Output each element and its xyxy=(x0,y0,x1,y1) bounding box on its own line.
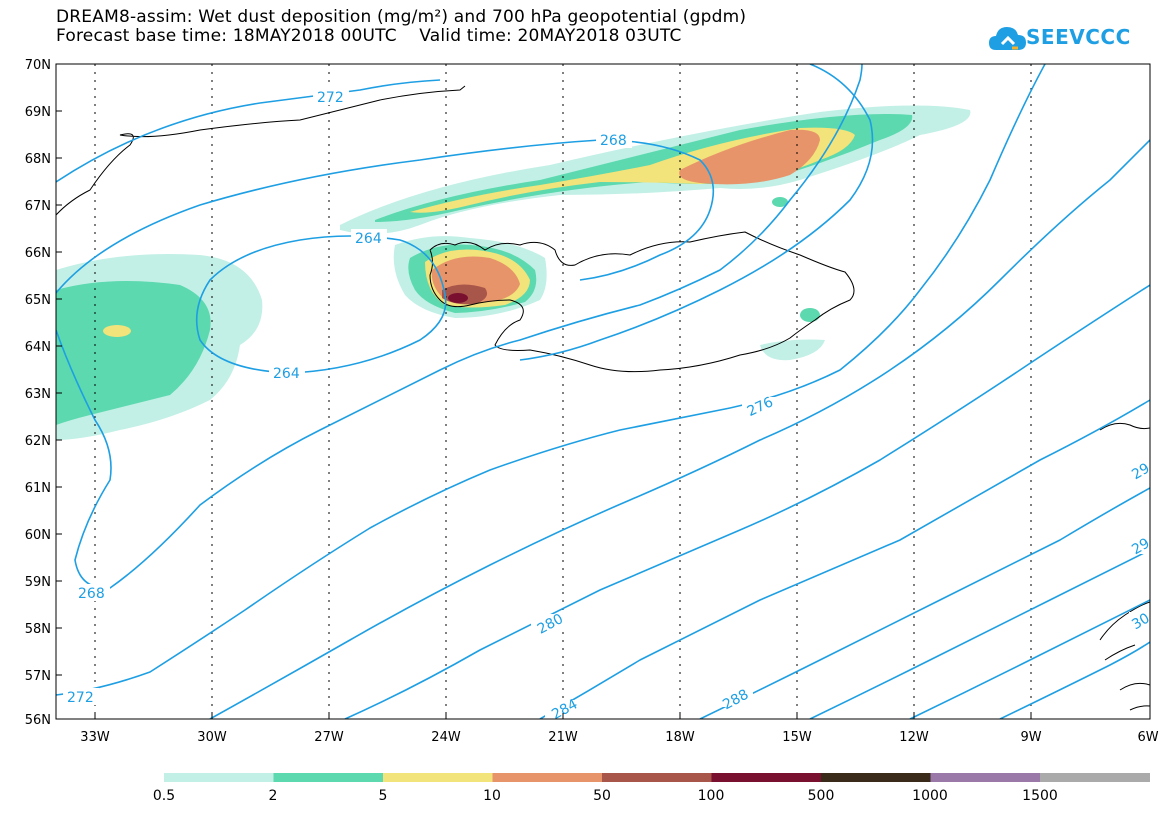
contour-264 xyxy=(195,235,447,374)
map-subtitle: Forecast base time: 18MAY2018 00UTC Vali… xyxy=(56,26,682,46)
lat-label-68n: 68N xyxy=(25,152,51,167)
lat-label-59n: 59N xyxy=(25,575,51,590)
faroe-scotland-coast xyxy=(1099,422,1150,431)
legend-label-1500: 1500 xyxy=(1022,788,1058,804)
map-frame xyxy=(55,63,1151,720)
cloud-icon xyxy=(989,27,1026,50)
lat-label-69n: 69N xyxy=(25,105,51,120)
lat-label-70n: 70N xyxy=(25,58,51,73)
legend-swatch xyxy=(273,773,384,782)
legend-label-5: 5 xyxy=(379,788,388,804)
dust-area-west-core xyxy=(103,325,131,337)
lat-label-60n: 60N xyxy=(25,528,51,543)
contour-label-292: 29 xyxy=(1129,460,1152,483)
dust-spot-east-iceland xyxy=(800,308,820,322)
geopotential-contours xyxy=(56,64,1150,719)
map-area: 272 268 264 264 268 272 276 280 284 288 … xyxy=(56,64,1152,719)
contour-292 xyxy=(809,549,1150,719)
scotland-coast xyxy=(1099,601,1150,711)
color-legend: 0.5 2 5 10 50 100 500 1000 1500 xyxy=(153,773,1150,804)
dust-area-north-orange xyxy=(679,129,820,185)
contour-272-north xyxy=(56,79,441,183)
legend-label-500: 500 xyxy=(808,788,835,804)
contour-labels: 272 268 264 264 268 272 276 280 284 288 … xyxy=(63,88,1152,719)
legend-swatch xyxy=(711,773,822,782)
coastlines xyxy=(56,85,1150,711)
lon-label-27w: 27W xyxy=(314,730,344,745)
lat-label-63n: 63N xyxy=(25,387,51,402)
legend-label-1000: 1000 xyxy=(912,788,948,804)
dust-area-west-mid xyxy=(56,281,211,425)
contour-296 xyxy=(909,599,1150,719)
map-title: DREAM8-assim: Wet dust deposition (mg/m²… xyxy=(56,7,747,27)
contour-280 xyxy=(344,284,1150,719)
contour-label-296: 29 xyxy=(1129,535,1152,558)
lon-label-33w: 33W xyxy=(80,730,110,745)
legend-swatch xyxy=(602,773,712,782)
contour-288 xyxy=(699,487,1150,719)
latitude-labels: 70N 69N 68N 67N 66N 65N 64N 63N 62N 61N … xyxy=(25,58,51,728)
lon-label-9w: 9W xyxy=(1020,730,1041,745)
greenland-coast xyxy=(56,85,466,216)
legend-label-2: 2 xyxy=(269,788,278,804)
lon-label-30w: 30W xyxy=(197,730,227,745)
contour-label-268-southwest: 268 xyxy=(78,586,105,602)
contour-label-268-north: 268 xyxy=(600,133,627,149)
axis-ticks xyxy=(56,63,1032,720)
legend-swatches xyxy=(164,773,1150,782)
lat-label-65n: 65N xyxy=(25,293,51,308)
lat-label-56n: 56N xyxy=(25,713,51,728)
dust-deposition-shading xyxy=(56,105,971,440)
legend-swatch xyxy=(164,773,274,782)
contour-label-264-south: 264 xyxy=(273,366,300,382)
lat-label-61n: 61N xyxy=(25,481,51,496)
lon-label-18w: 18W xyxy=(665,730,695,745)
contour-label-300: 30 xyxy=(1129,610,1152,633)
legend-swatch xyxy=(821,773,931,782)
longitude-labels: 33W 30W 27W 24W 21W 18W 15W 12W 9W 6W xyxy=(80,730,1158,745)
lat-label-58n: 58N xyxy=(25,622,51,637)
lat-label-57n: 57N xyxy=(25,669,51,684)
contour-label-272-north: 272 xyxy=(317,90,344,106)
lon-label-21w: 21W xyxy=(548,730,578,745)
legend-swatch xyxy=(1040,773,1150,782)
lon-label-15w: 15W xyxy=(782,730,812,745)
legend-label-0-5: 0.5 xyxy=(153,788,175,804)
seevccc-logo: SEEVCCC xyxy=(988,20,1138,60)
contour-272 xyxy=(56,64,1046,696)
contour-300 xyxy=(999,641,1150,719)
contour-label-272-southwest: 272 xyxy=(67,690,94,706)
contour-268-southwest xyxy=(56,64,863,589)
lon-label-24w: 24W xyxy=(431,730,461,745)
lon-label-12w: 12W xyxy=(899,730,929,745)
contour-284 xyxy=(539,399,1150,719)
lon-label-6w: 6W xyxy=(1137,730,1158,745)
lat-label-67n: 67N xyxy=(25,199,51,214)
legend-label-10: 10 xyxy=(483,788,501,804)
legend-label-50: 50 xyxy=(593,788,611,804)
contour-276 xyxy=(209,139,1150,719)
legend-swatch xyxy=(492,773,603,782)
dust-area-iceland-max xyxy=(448,293,468,303)
legend-swatch xyxy=(930,773,1041,782)
contour-268-north xyxy=(56,139,715,294)
contour-268-east xyxy=(519,64,874,361)
lat-label-64n: 64N xyxy=(25,340,51,355)
contour-label-264-north: 264 xyxy=(355,231,382,247)
lat-label-62n: 62N xyxy=(25,434,51,449)
lat-label-66n: 66N xyxy=(25,246,51,261)
legend-swatch xyxy=(383,773,493,782)
legend-label-100: 100 xyxy=(698,788,725,804)
logo-text: SEEVCCC xyxy=(1026,25,1131,49)
dust-spot-east xyxy=(772,197,788,207)
iceland-coast xyxy=(429,231,855,373)
